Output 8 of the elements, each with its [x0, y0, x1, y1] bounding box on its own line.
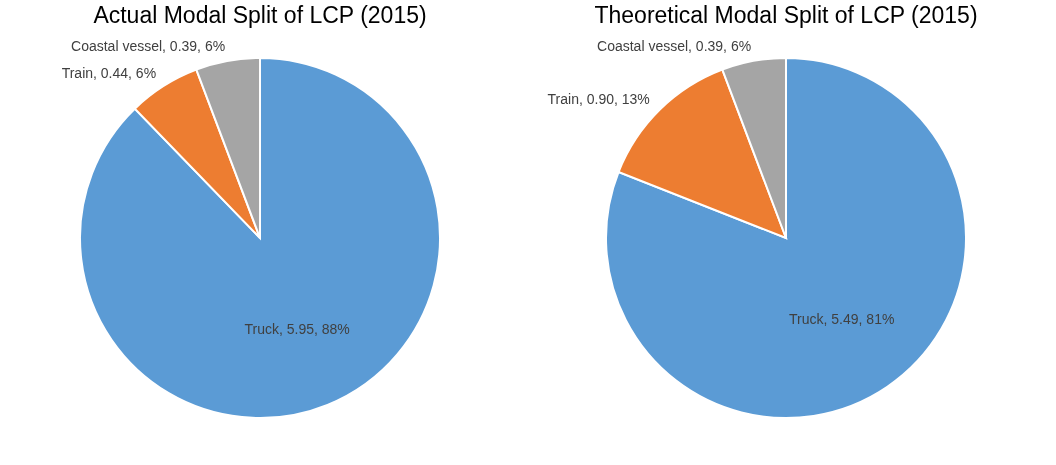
chart-title: Theoretical Modal Split of LCP (2015) [594, 2, 978, 28]
chart-title: Actual Modal Split of LCP (2015) [93, 2, 427, 28]
slice-label: Truck, 5.49, 81% [789, 310, 895, 327]
slice-label: Coastal vessel, 0.39, 6% [71, 38, 226, 55]
slice-label: Train, 0.44, 6% [61, 65, 157, 82]
slice-label: Truck, 5.95, 88% [244, 320, 350, 337]
slice-label: Coastal vessel, 0.39, 6% [597, 38, 752, 55]
slice-label: Train, 0.90, 13% [547, 90, 650, 107]
